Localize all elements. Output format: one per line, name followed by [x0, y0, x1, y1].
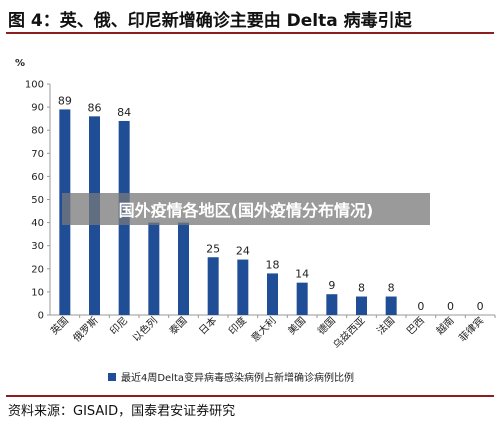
category-label: 以色列	[130, 314, 160, 344]
data-label: 24	[236, 245, 250, 258]
data-label: 86	[88, 101, 102, 114]
bar	[178, 222, 189, 315]
data-label: 84	[117, 106, 131, 119]
y-tick-label: 0	[38, 311, 44, 322]
y-tick-label: 20	[31, 264, 44, 275]
data-label: 8	[358, 282, 365, 295]
figure-title: 图 4：英、俄、印尼新增确诊主要由 Delta 病毒引起	[8, 11, 412, 31]
data-label: 0	[477, 300, 484, 313]
category-label: 法国	[374, 314, 397, 337]
y-axis-label: %	[15, 58, 25, 69]
y-tick-label: 40	[31, 218, 44, 229]
y-tick-label: 100	[25, 80, 44, 91]
category-label: 越南	[433, 314, 456, 337]
category-label: 印度	[226, 314, 249, 337]
y-tick-label: 50	[31, 195, 44, 206]
data-label: 8	[388, 282, 395, 295]
data-label: 0	[447, 300, 454, 313]
category-label: 菲律宾	[456, 314, 486, 344]
category-label: 俄罗斯	[70, 314, 100, 344]
title-divider	[6, 32, 494, 34]
y-tick-label: 30	[31, 241, 44, 252]
category-label: 德国	[315, 314, 338, 337]
y-tick-label: 10	[31, 287, 44, 298]
category-label: 意大利	[248, 314, 278, 344]
bar	[356, 296, 367, 315]
category-label: 巴西	[404, 315, 427, 338]
data-label: 9	[328, 279, 335, 292]
watermark-banner: 国外疫情各地区(国外疫情分布情况)	[62, 193, 430, 225]
bar	[207, 257, 219, 315]
bar	[148, 222, 160, 315]
bar	[385, 296, 397, 315]
bar	[267, 273, 278, 315]
category-label: 乌兹西亚	[330, 314, 367, 351]
source-divider	[6, 395, 494, 397]
bar	[237, 259, 249, 315]
category-label: 美国	[285, 314, 308, 337]
legend-swatch	[108, 373, 116, 381]
data-label: 14	[295, 268, 309, 281]
category-label: 泰国	[166, 314, 189, 337]
y-tick-label: 70	[31, 149, 44, 160]
y-tick-label: 60	[31, 172, 44, 183]
data-label: 0	[417, 300, 424, 313]
category-label: 印尼	[108, 315, 131, 338]
y-tick-label: 90	[31, 103, 44, 114]
data-label: 25	[206, 242, 220, 255]
data-label: 89	[58, 94, 72, 107]
category-label: 日本	[196, 314, 219, 337]
category-label: 英国	[48, 314, 71, 337]
bar	[326, 294, 338, 315]
source-note: 资料来源：GISAID，国泰君安证券研究	[8, 404, 236, 419]
watermark-text: 国外疫情各地区(国外疫情分布情况)	[118, 201, 374, 220]
legend-label: 最近4周Delta变异病毒感染病例占新增确诊病例比例	[121, 371, 354, 384]
data-label: 18	[266, 258, 280, 271]
y-tick-label: 80	[31, 126, 44, 137]
bar	[296, 282, 308, 315]
